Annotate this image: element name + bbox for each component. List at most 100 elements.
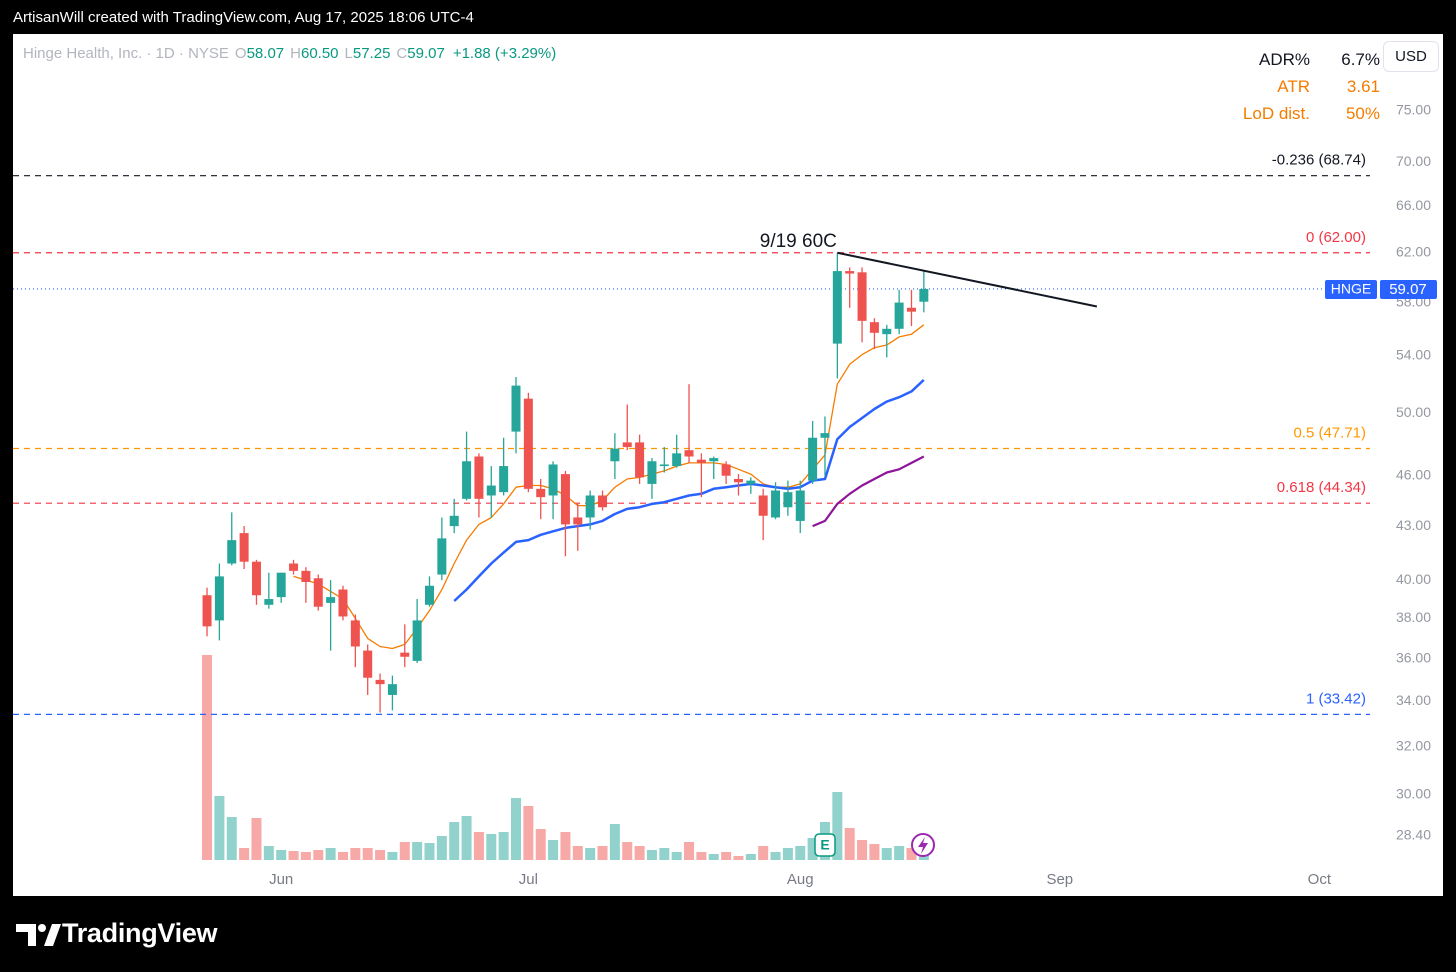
candle-body	[783, 492, 793, 508]
earnings-badge	[814, 833, 836, 857]
overlay-layer: 9/19 60C HNGE 59.07 E	[760, 231, 1437, 857]
candle-body	[659, 464, 669, 467]
ohlc-key: C	[396, 45, 408, 62]
candle-body	[276, 572, 286, 598]
candle-body	[264, 599, 274, 605]
ohlc-key: H	[290, 45, 301, 62]
candle-body	[622, 442, 632, 448]
candle-body	[363, 650, 373, 678]
candle-layer	[202, 252, 929, 713]
level-layer: -0.236 (68.74) 0 (62.00) 0.5 (47.71) 0.618 …	[13, 152, 1375, 715]
candle-body	[733, 478, 743, 483]
candle-body	[387, 684, 397, 695]
volume-bar	[869, 844, 880, 860]
volume-bar	[733, 856, 744, 860]
level-label: -0.236 (68.74)	[1272, 152, 1366, 169]
x-tick-label: Sep	[1046, 871, 1073, 888]
level-label: 0.5 (47.71)	[1293, 424, 1366, 441]
volume-bar	[795, 846, 806, 860]
volume-bar	[288, 851, 299, 860]
y-tick-label: 43.00	[1396, 517, 1431, 533]
ma-layer	[293, 324, 925, 650]
symbol-legend: Hinge Health, Inc. · 1D · NYSE O58.07 H60.…	[23, 45, 556, 62]
volume-bar	[276, 850, 287, 860]
level-label: 0.618 (44.34)	[1277, 479, 1366, 496]
y-tick-label: 36.00	[1396, 650, 1431, 666]
volume-bar	[770, 852, 781, 860]
volume-bar	[412, 842, 423, 860]
volume-bar	[449, 822, 460, 860]
y-tick-label: 40.00	[1396, 571, 1431, 587]
trendline	[837, 251, 1098, 308]
axis-layer: 75.0070.0066.0062.0058.0054.0050.0046.00…	[269, 101, 1431, 888]
candle-body	[684, 450, 694, 457]
volume-bar	[511, 798, 522, 860]
candle-body	[511, 385, 521, 432]
candle-body	[400, 652, 410, 657]
volume-bar	[202, 655, 213, 860]
volume-bar	[337, 852, 348, 860]
candle-body	[894, 302, 904, 329]
candle-body	[239, 533, 249, 562]
symbol-title: Hinge Health, Inc. · 1D · NYSE	[23, 45, 229, 62]
y-tick-label: 54.00	[1396, 347, 1431, 363]
ohlc-value: 57.25	[352, 45, 391, 62]
volume-bar	[325, 848, 336, 860]
candle-body	[412, 620, 422, 661]
volume-bar	[362, 848, 373, 860]
candle-body	[437, 538, 447, 575]
volume-bar	[263, 846, 274, 860]
candle-body	[647, 461, 657, 484]
candle-body	[350, 620, 360, 647]
symbol-tag	[1325, 279, 1377, 299]
candle-body	[696, 459, 706, 463]
volume-bar	[535, 829, 546, 860]
currency-button[interactable]: USD	[1383, 41, 1439, 72]
candle-body	[869, 322, 879, 333]
volume-bar	[585, 848, 596, 860]
price-tag-label: 59.07	[1389, 281, 1427, 298]
brand: TradingView	[62, 918, 218, 948]
volume-bar	[684, 842, 695, 860]
level-label: 1 (33.42)	[1306, 690, 1366, 707]
stat-value: 6.7%	[1341, 50, 1380, 69]
y-tick-label: 34.00	[1396, 692, 1431, 708]
stat-label: LoD dist.	[1242, 104, 1310, 123]
volume-bar	[832, 792, 843, 860]
candle-body	[746, 480, 756, 484]
y-tick-label: 66.00	[1396, 197, 1431, 213]
volume-bar	[622, 842, 633, 860]
stat-label: ADR%	[1258, 50, 1310, 69]
change: +1.88 (+3.29%)	[452, 45, 557, 62]
stat-value: 50%	[1345, 104, 1380, 123]
candle-body	[289, 563, 299, 571]
candle-body	[560, 474, 570, 525]
x-tick-label: Oct	[1308, 871, 1332, 888]
volume-bar	[634, 846, 645, 860]
y-tick-label: 75.00	[1396, 101, 1431, 117]
brand-logo	[16, 924, 61, 946]
volume-bar	[696, 852, 707, 860]
moving-average	[293, 324, 925, 650]
candle-body	[857, 272, 867, 321]
ohlc-key: O	[234, 45, 247, 62]
volume-bar	[758, 846, 769, 860]
candle-body	[338, 589, 348, 617]
candle-body	[808, 437, 818, 481]
volume-bar	[906, 848, 917, 860]
volume-bar	[313, 850, 324, 860]
stat-value: 3.61	[1346, 77, 1380, 96]
candle-body	[375, 679, 385, 685]
ohlc-value: 60.50	[300, 45, 339, 62]
volume-bar	[424, 843, 435, 860]
candle-body	[548, 464, 558, 496]
candle-body	[672, 453, 682, 467]
volume-bar	[486, 834, 497, 860]
moving-average	[453, 378, 925, 602]
credit: ArtisanWill created with TradingView.com…	[13, 9, 474, 26]
volume-bar	[226, 817, 237, 860]
y-tick-label: 28.40	[1396, 827, 1431, 843]
volume-bar	[498, 832, 509, 860]
